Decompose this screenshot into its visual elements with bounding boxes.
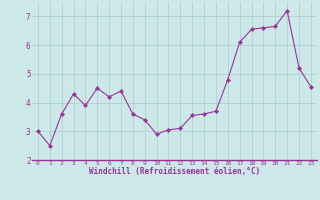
X-axis label: Windchill (Refroidissement éolien,°C): Windchill (Refroidissement éolien,°C) <box>89 167 260 176</box>
